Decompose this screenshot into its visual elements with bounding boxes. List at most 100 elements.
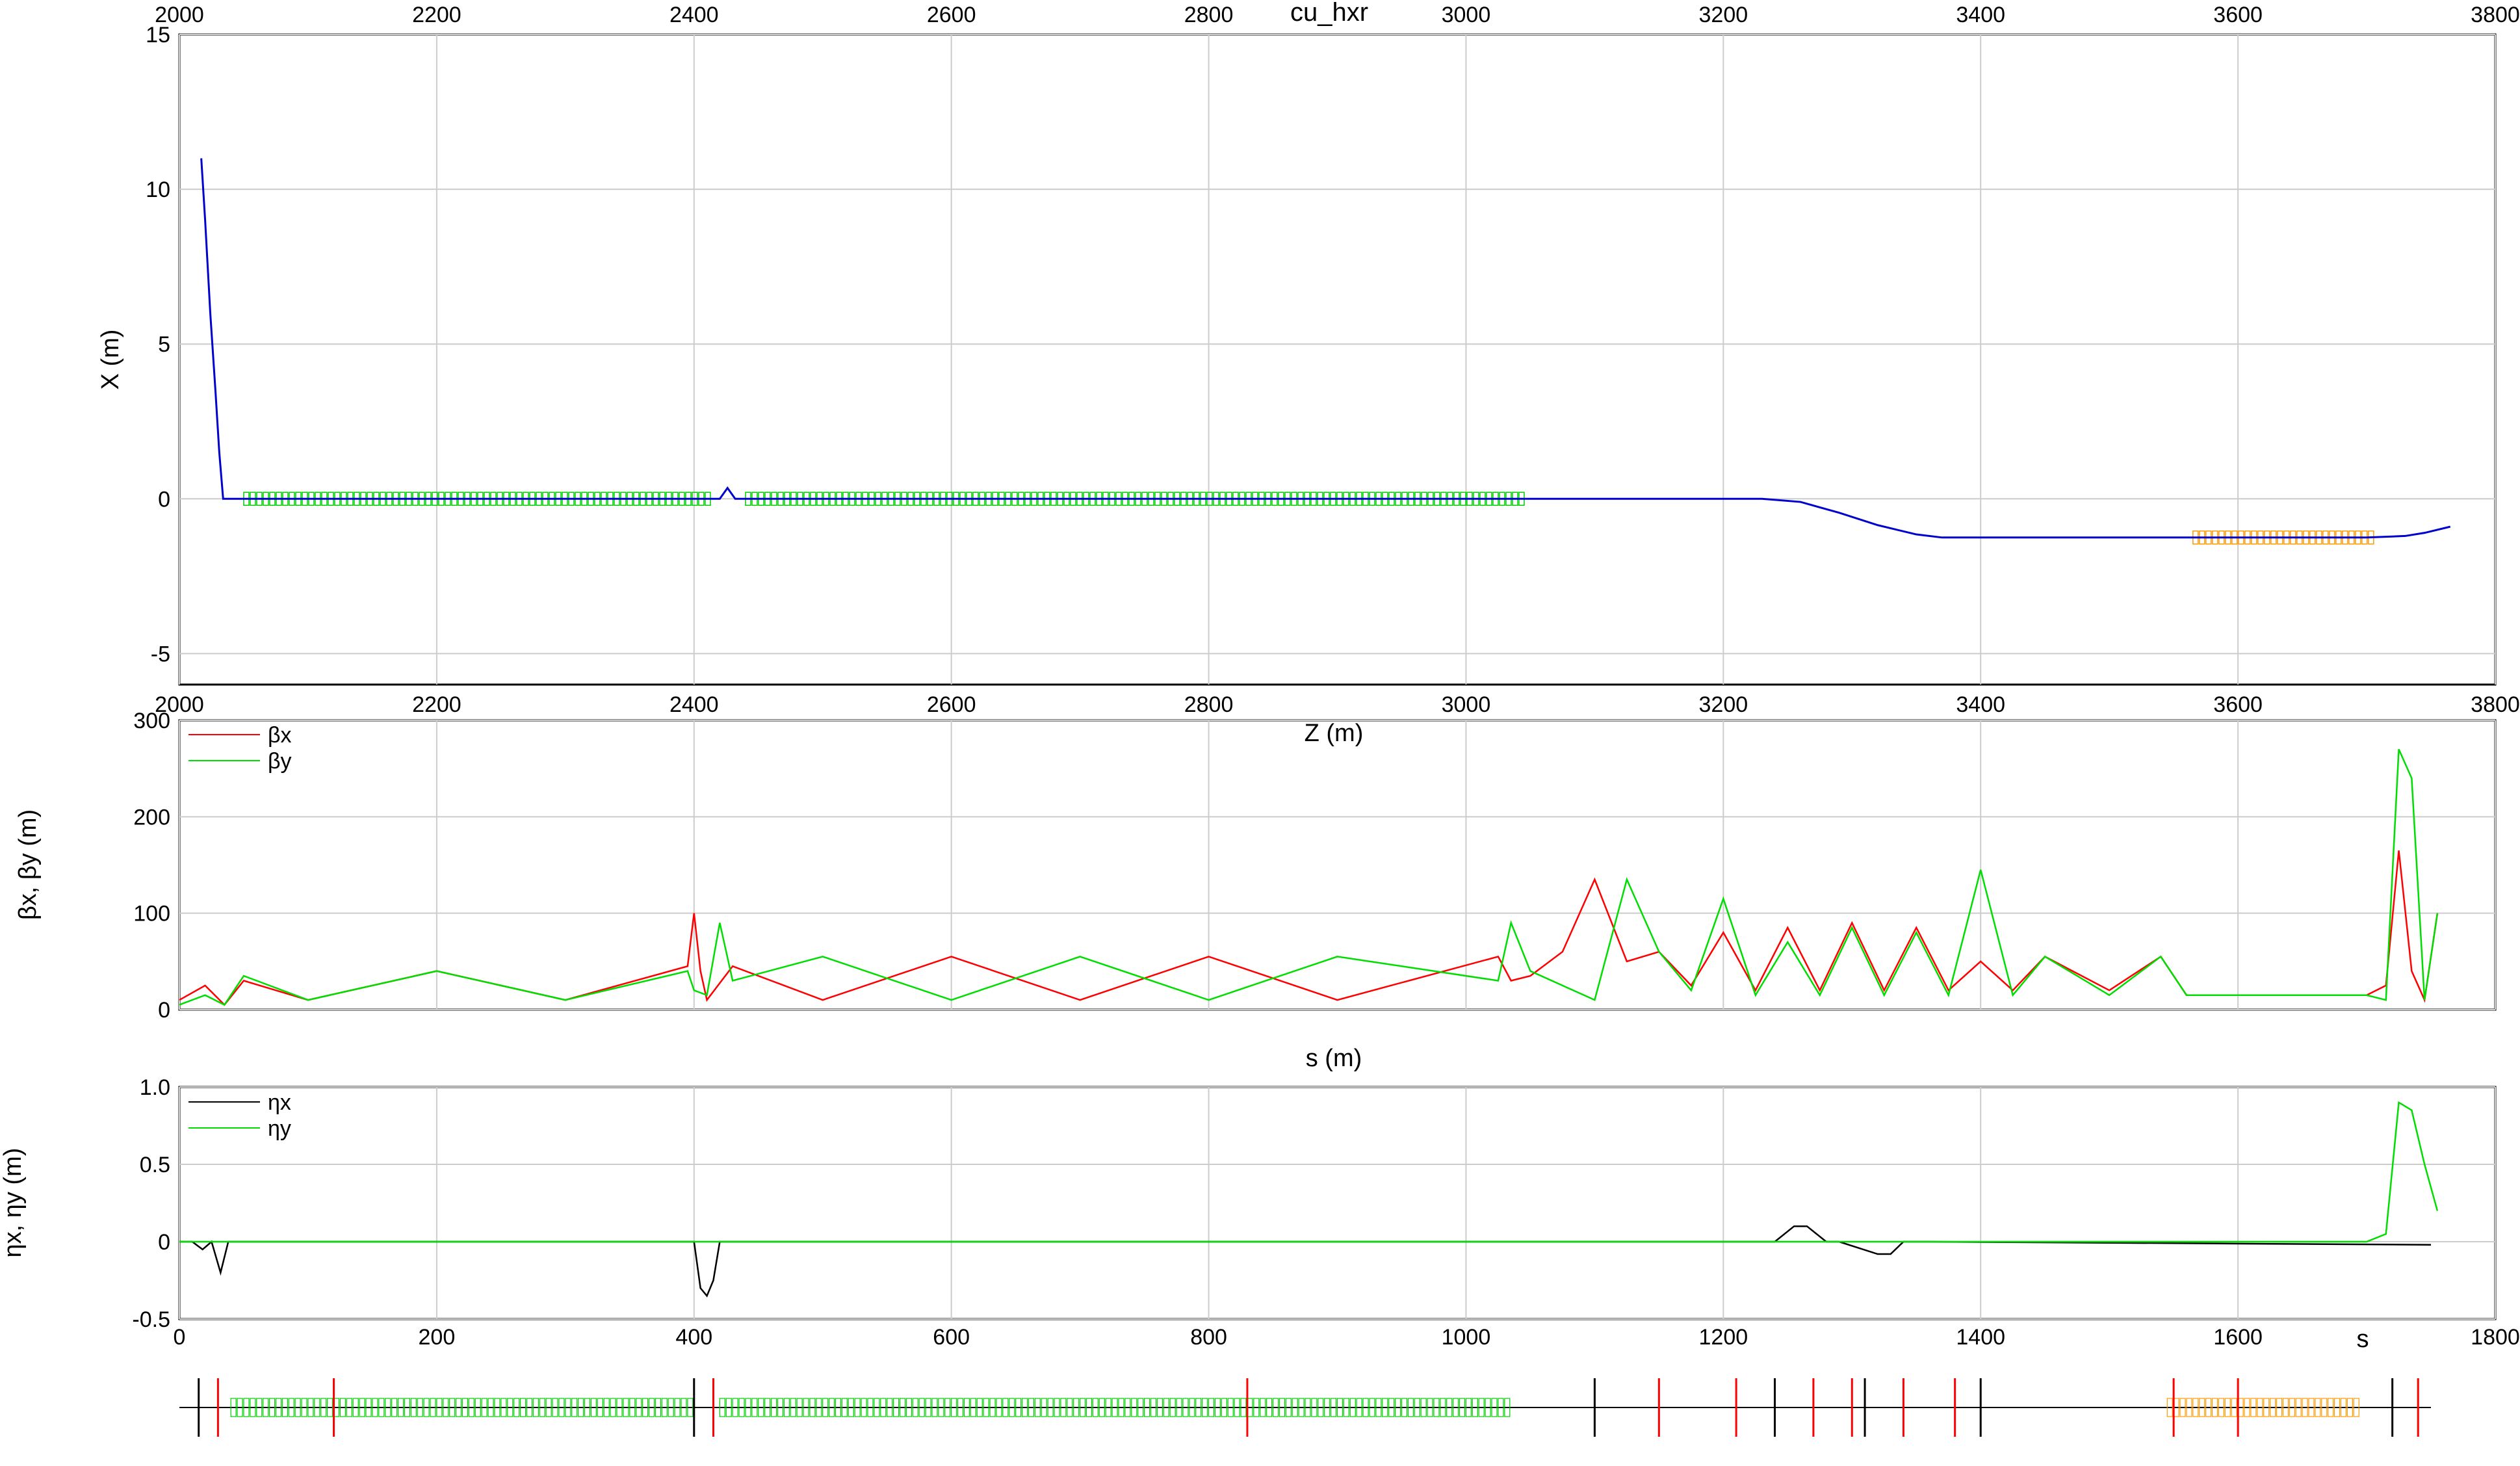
strip-cell xyxy=(2340,1398,2347,1417)
strip-cell xyxy=(571,1398,578,1417)
strip-cell xyxy=(565,1398,571,1417)
eta-ytick-label: 1.0 xyxy=(140,1075,170,1100)
strip-cell xyxy=(777,1398,784,1417)
gridlines xyxy=(179,34,2496,1320)
beta-x-line xyxy=(179,850,2439,1006)
strip-cell xyxy=(783,1398,790,1417)
strip-cell xyxy=(320,1398,327,1417)
bottom-ztick-label: 3800 xyxy=(2471,692,2520,717)
strip-cell xyxy=(751,1398,758,1417)
layout-ytick-label: 15 xyxy=(146,23,170,47)
beta-x-legend-label: βx xyxy=(268,723,292,748)
strip-cell xyxy=(526,1398,533,1417)
strip-cell xyxy=(661,1398,668,1417)
s-tick-label: 400 xyxy=(675,1325,712,1350)
beta-ytick-label: 200 xyxy=(133,805,170,830)
strip-cell xyxy=(2269,1398,2276,1417)
strip-cell xyxy=(443,1398,449,1417)
strip-cell xyxy=(359,1398,365,1417)
strip-cell xyxy=(230,1398,237,1417)
strip-cell xyxy=(1214,1398,1221,1417)
strip-cell xyxy=(925,1398,931,1417)
strip-cell xyxy=(738,1398,745,1417)
strip-cell xyxy=(1298,1398,1305,1417)
strip-cell xyxy=(410,1398,417,1417)
strip-cell xyxy=(281,1398,288,1417)
strip-cell xyxy=(1156,1398,1163,1417)
strip-cell xyxy=(578,1398,584,1417)
strip-cell xyxy=(976,1398,983,1417)
strip-cell xyxy=(1137,1398,1144,1417)
eta-y-legend-label: ηy xyxy=(268,1116,291,1141)
eta-plot-frame xyxy=(178,1086,2497,1320)
strip-cell xyxy=(687,1398,694,1417)
beta-ylabel: βx, βy (m) xyxy=(14,809,42,920)
strip-cell xyxy=(1080,1398,1086,1417)
strip-cell xyxy=(1401,1398,1408,1417)
strip-cell xyxy=(507,1398,513,1417)
eta-xlabel: s xyxy=(2357,1326,2369,1353)
strip-cell xyxy=(983,1398,989,1417)
strip-cell xyxy=(404,1398,411,1417)
strip-cell xyxy=(1266,1398,1273,1417)
strip-cell xyxy=(430,1398,436,1417)
strip-cell xyxy=(2224,1398,2231,1417)
strip-cell xyxy=(861,1398,867,1417)
s-tick-label: 1000 xyxy=(1442,1325,1491,1350)
strip-cell xyxy=(668,1398,674,1417)
strip-cell xyxy=(1331,1398,1337,1417)
strip-cell xyxy=(1111,1398,1118,1417)
strip-cell xyxy=(681,1398,687,1417)
strip-cell xyxy=(2263,1398,2270,1417)
strip-cell xyxy=(590,1398,597,1417)
strip-cell xyxy=(1202,1398,1208,1417)
strip-cell xyxy=(294,1398,301,1417)
strip-cell xyxy=(2186,1398,2192,1417)
strip-cell xyxy=(745,1398,751,1417)
strip-cell xyxy=(263,1398,269,1417)
strip-cell xyxy=(243,1398,250,1417)
strip-cell xyxy=(2205,1398,2212,1417)
strip-cell xyxy=(758,1398,764,1417)
strip-cell xyxy=(841,1398,848,1417)
strip-cell xyxy=(539,1398,545,1417)
strip-cell xyxy=(256,1398,263,1417)
bottom-ztick-label: 3600 xyxy=(2213,692,2263,717)
strip-cell xyxy=(2321,1398,2328,1417)
strip-cell xyxy=(1227,1398,1234,1417)
strip-cell xyxy=(616,1398,623,1417)
strip-cell xyxy=(1343,1398,1349,1417)
strip-cell xyxy=(288,1398,294,1417)
strip-cell xyxy=(790,1398,796,1417)
eta-y-line xyxy=(179,1101,2439,1243)
strip-cell xyxy=(1092,1398,1099,1417)
strip-cell xyxy=(558,1398,565,1417)
bottom-ztick-label: 2800 xyxy=(1184,692,1234,717)
strip-cell xyxy=(494,1398,500,1417)
top-xtick-label: 3800 xyxy=(2471,3,2520,27)
strip-cell xyxy=(391,1398,398,1417)
strip-cell xyxy=(2250,1398,2257,1417)
strip-cell xyxy=(1105,1398,1111,1417)
strip-cell xyxy=(892,1398,900,1417)
strip-cell xyxy=(603,1398,610,1417)
strip-cell xyxy=(918,1398,925,1417)
beta-legend: βx βy xyxy=(188,723,292,774)
strip-cell xyxy=(1292,1398,1298,1417)
strip-cell xyxy=(957,1398,964,1417)
strip-cell xyxy=(487,1398,494,1417)
strip-cell xyxy=(2353,1398,2359,1417)
strip-cell xyxy=(314,1398,320,1417)
strip-cell xyxy=(1118,1398,1124,1417)
strip-cell xyxy=(2257,1398,2263,1417)
strip-cell xyxy=(1375,1398,1382,1417)
strip-cell xyxy=(1189,1398,1195,1417)
strip-cell xyxy=(2211,1398,2218,1417)
strip-cell xyxy=(584,1398,591,1417)
strip-cell xyxy=(455,1398,462,1417)
strip-cell xyxy=(1453,1398,1459,1417)
strip-cell xyxy=(931,1398,938,1417)
strip-cell xyxy=(237,1398,243,1417)
strip-cell xyxy=(1234,1398,1240,1417)
top-xtick-label: 3600 xyxy=(2213,3,2263,27)
